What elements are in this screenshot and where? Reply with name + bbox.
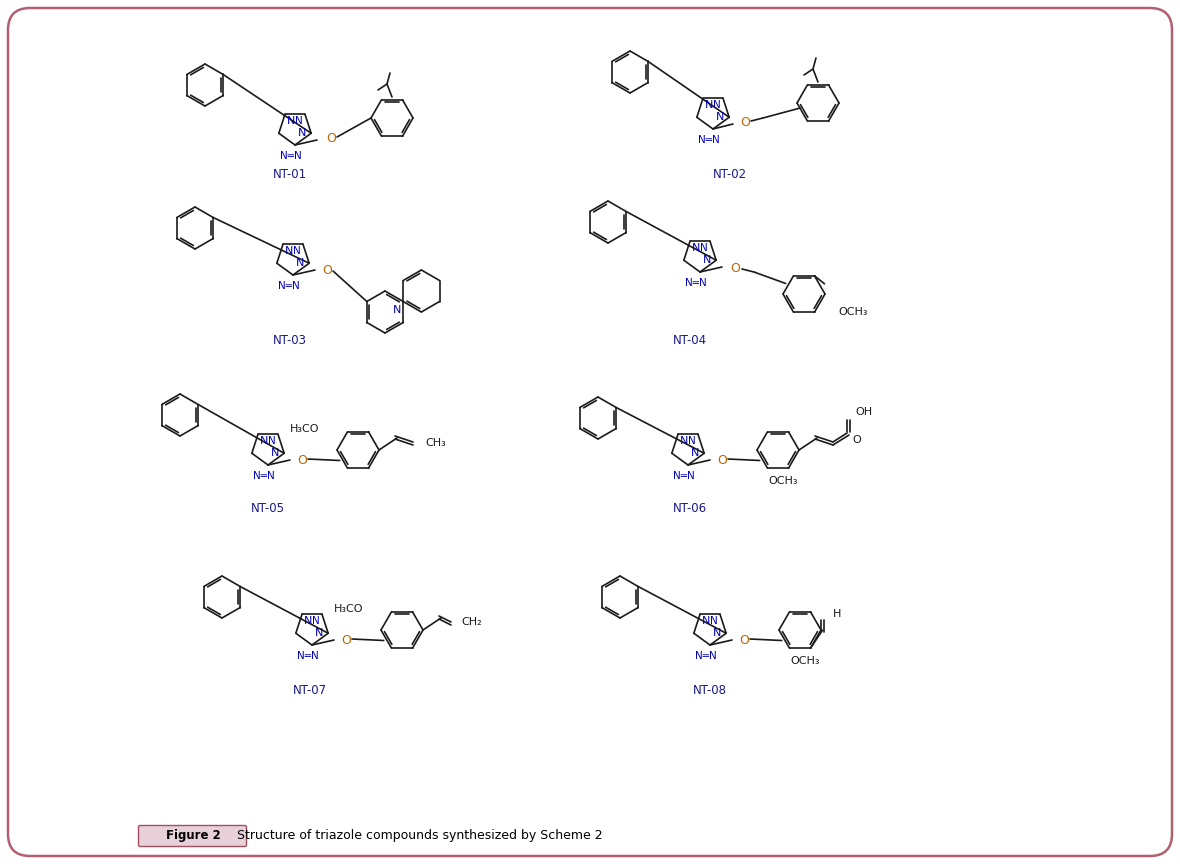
Text: NT-03: NT-03	[273, 334, 307, 346]
Text: N═N: N═N	[686, 278, 707, 288]
Text: OCH₃: OCH₃	[838, 307, 867, 316]
Text: N: N	[716, 112, 725, 122]
Text: N═N: N═N	[254, 471, 275, 481]
Text: N: N	[270, 448, 280, 458]
FancyBboxPatch shape	[8, 8, 1172, 856]
Text: N═N: N═N	[278, 281, 300, 291]
Text: N: N	[393, 305, 401, 314]
Text: H₃CO: H₃CO	[289, 424, 319, 435]
Text: NT-01: NT-01	[273, 168, 307, 181]
Text: OH: OH	[856, 407, 872, 417]
Text: N: N	[700, 244, 708, 253]
FancyBboxPatch shape	[138, 825, 247, 847]
Text: OCH₃: OCH₃	[768, 476, 798, 486]
Text: N: N	[710, 616, 717, 626]
Text: O: O	[739, 633, 749, 646]
Text: N: N	[702, 616, 710, 626]
Text: N═N: N═N	[695, 651, 717, 661]
Text: OCH₃: OCH₃	[791, 656, 820, 666]
Text: O: O	[322, 264, 332, 276]
Text: N: N	[703, 255, 712, 265]
Text: CH₂: CH₂	[461, 617, 481, 627]
Text: N: N	[691, 244, 701, 253]
Text: N: N	[688, 436, 696, 446]
Text: N: N	[713, 628, 721, 638]
Text: N: N	[296, 258, 304, 268]
Text: O: O	[341, 633, 350, 646]
Text: NT-04: NT-04	[673, 334, 707, 346]
Text: Figure 2: Figure 2	[165, 829, 221, 842]
Text: N═N: N═N	[673, 471, 695, 481]
Text: O: O	[853, 435, 861, 445]
Text: O: O	[730, 263, 740, 276]
Text: Structure of triazole compounds synthesized by Scheme 2: Structure of triazole compounds synthesi…	[237, 829, 603, 842]
Text: N: N	[680, 436, 688, 446]
Text: N: N	[690, 448, 700, 458]
Text: N: N	[297, 128, 306, 138]
Text: N: N	[304, 616, 313, 626]
Text: NT-08: NT-08	[693, 683, 727, 696]
Text: N: N	[295, 117, 303, 126]
Text: NT-06: NT-06	[673, 501, 707, 514]
Text: N: N	[260, 436, 268, 446]
Text: N: N	[286, 246, 294, 257]
Text: O: O	[740, 116, 750, 129]
Text: CH₃: CH₃	[425, 438, 446, 448]
Text: N: N	[704, 100, 714, 111]
Text: N: N	[313, 616, 320, 626]
Text: N═N: N═N	[699, 135, 720, 145]
Text: O: O	[326, 131, 336, 144]
Text: N: N	[315, 628, 323, 638]
Text: NT-02: NT-02	[713, 168, 747, 181]
Text: O: O	[297, 454, 307, 467]
Text: O: O	[717, 454, 727, 467]
Text: N═N: N═N	[280, 151, 302, 161]
Text: N: N	[268, 436, 276, 446]
Text: NT-05: NT-05	[251, 501, 286, 514]
Text: N═N: N═N	[297, 651, 319, 661]
Text: N: N	[713, 100, 721, 111]
Text: NT-07: NT-07	[293, 683, 327, 696]
Text: H₃CO: H₃CO	[334, 605, 363, 614]
Text: N: N	[294, 246, 301, 257]
Text: N: N	[287, 117, 295, 126]
Text: H: H	[833, 609, 841, 619]
